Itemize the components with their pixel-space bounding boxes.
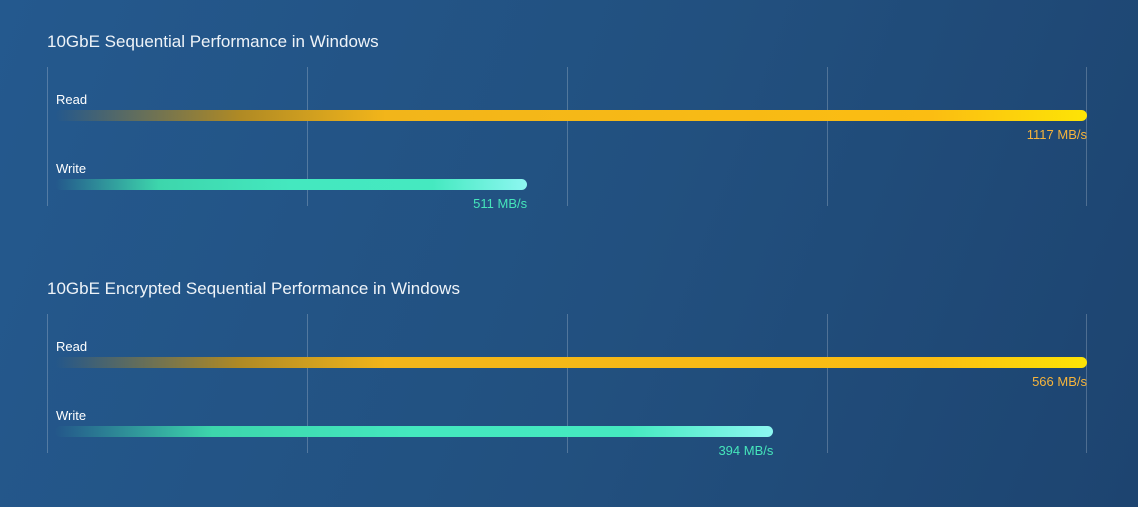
gridline: [1086, 314, 1087, 453]
gridline: [1086, 67, 1087, 206]
value-label-write: 511 MB/s: [473, 196, 528, 211]
value-label-write: 394 MB/s: [718, 443, 774, 458]
bar-write: [55, 179, 528, 190]
gridline: [567, 67, 568, 206]
gridline: [47, 67, 48, 206]
bar-label-read: Read: [56, 92, 88, 107]
gridline: [567, 314, 568, 453]
bar-read: [55, 357, 1087, 368]
chart-title: 10GbE Sequential Performance in Windows: [47, 32, 379, 51]
gridline: [47, 314, 48, 453]
value-label-read: 1117 MB/s: [1026, 127, 1087, 142]
bar-write: [55, 426, 774, 437]
plot-area: Read 1117 MB/s Write 511 MB/s: [47, 67, 1087, 211]
chart-title: 10GbE Encrypted Sequential Performance i…: [47, 279, 460, 298]
plot-area: Read 566 MB/s Write 394 MB/s: [47, 314, 1087, 458]
gridline: [307, 67, 308, 206]
gridline: [827, 67, 828, 206]
gridline: [307, 314, 308, 453]
gridline: [827, 314, 828, 453]
bar-label-write: Write: [56, 408, 87, 423]
value-label-read: 566 MB/s: [1032, 374, 1087, 389]
bar-label-read: Read: [56, 339, 88, 354]
bar-label-write: Write: [56, 161, 87, 176]
bar-read: [55, 110, 1087, 121]
